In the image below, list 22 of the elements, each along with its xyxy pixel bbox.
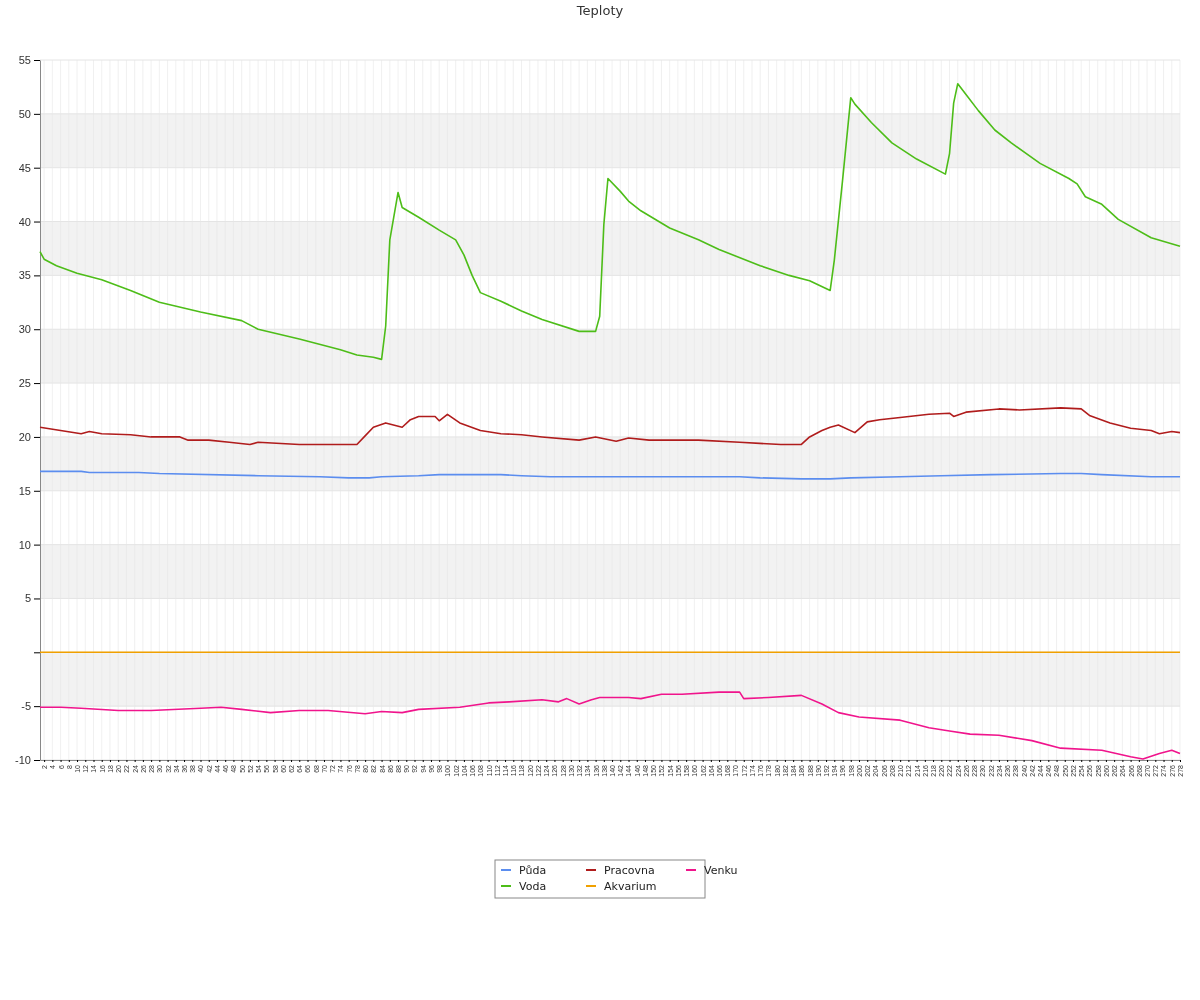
legend-label: Venku (704, 864, 738, 877)
legend-label: Pracovna (604, 864, 655, 877)
y-tick-label: 40 (18, 215, 31, 228)
chart-title: Teploty (575, 3, 624, 18)
y-tick-label: 35 (18, 269, 31, 282)
legend-label: Akvarium (604, 880, 657, 893)
y-tick-label: 25 (18, 377, 31, 390)
y-tick-label: 50 (18, 107, 31, 120)
y-tick-label: -10 (15, 754, 31, 767)
y-tick-label: -5 (21, 700, 31, 713)
y-tick-label: 15 (18, 484, 31, 497)
line-series (39, 407, 1181, 446)
y-tick-label: 55 (18, 54, 31, 67)
y-tick-label: 20 (18, 430, 31, 443)
line-series (39, 470, 1181, 480)
line-series (39, 82, 1181, 361)
legend-label: Půda (519, 864, 547, 877)
y-tick-label: 10 (18, 538, 31, 551)
y-tick-label: 5 (24, 592, 31, 605)
legend-label: Voda (519, 880, 547, 893)
y-tick-label: 30 (18, 323, 31, 336)
y-tick-label: 45 (18, 161, 31, 174)
